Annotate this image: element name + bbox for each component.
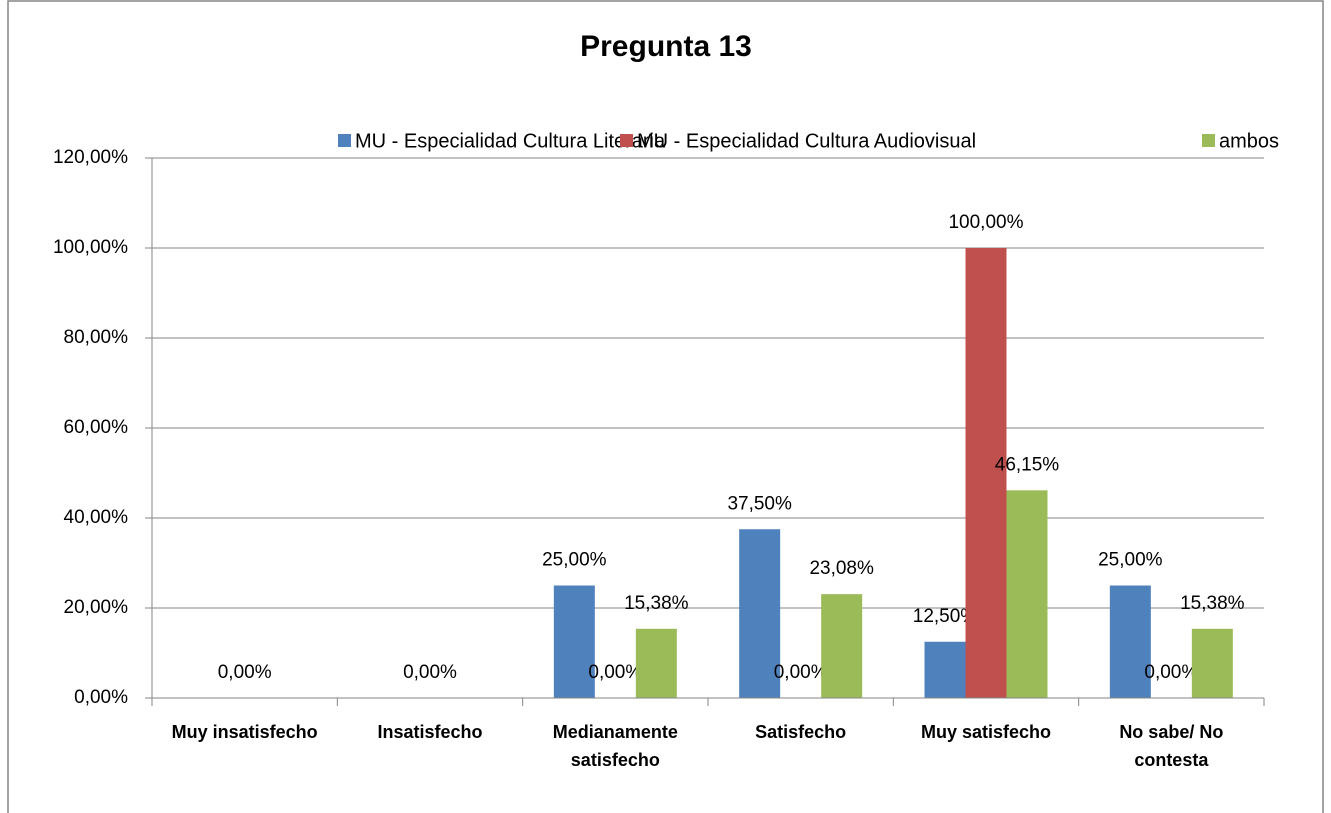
value-label: 23,08% [809, 558, 874, 579]
x-tick-label: No sabe/ No contesta [1119, 722, 1224, 770]
bar [635, 628, 677, 698]
value-label: 25,00% [1098, 550, 1163, 571]
value-label: 0,00% [403, 662, 457, 683]
value-label: 15,38% [624, 593, 689, 614]
y-tick-label: 60,00% [64, 417, 129, 438]
y-tick-label: 80,00% [64, 327, 129, 348]
legend-swatch [338, 134, 351, 147]
bar [924, 641, 966, 698]
x-tick-label: Muy satisfecho [920, 722, 1052, 742]
value-label: 100,00% [948, 212, 1023, 233]
legend-label: ambos [1219, 130, 1279, 152]
y-tick-label: 20,00% [64, 597, 129, 618]
value-label: 37,50% [727, 493, 792, 514]
value-label: 46,15% [995, 454, 1060, 475]
value-label: 25,00% [542, 550, 607, 571]
y-tick-label: 120,00% [53, 147, 128, 168]
value-label: 0,00% [1144, 662, 1198, 683]
legend-swatch [620, 134, 633, 147]
value-label: 0,00% [218, 662, 272, 683]
bar [1191, 628, 1233, 698]
value-label: 0,00% [774, 662, 828, 683]
legend-swatch [1202, 134, 1215, 147]
bar [1006, 490, 1048, 698]
y-tick-label: 0,00% [74, 687, 128, 708]
value-label: 0,00% [588, 662, 642, 683]
value-label: 12,50% [913, 606, 978, 627]
value-label: 15,38% [1180, 593, 1245, 614]
x-tick-label: Satisfecho [755, 722, 847, 742]
x-tick-label: Medianamente satisfecho [552, 722, 678, 770]
x-tick-label: Insatisfecho [377, 722, 483, 742]
bar [1109, 585, 1151, 698]
y-tick-label: 100,00% [53, 237, 128, 258]
x-tick-label: Muy insatisfecho [171, 722, 318, 742]
chart-title: Pregunta 13 [580, 30, 752, 63]
bar [739, 529, 781, 698]
bar [553, 585, 595, 698]
legend-label: MU - Especialidad Cultura Audiovisual [637, 130, 976, 152]
y-tick-label: 40,00% [64, 507, 129, 528]
bar [965, 248, 1007, 698]
legend-label: MU - Especialidad Cultura Literaria [355, 130, 666, 152]
chart-border [7, 0, 1324, 813]
bar [821, 594, 863, 698]
